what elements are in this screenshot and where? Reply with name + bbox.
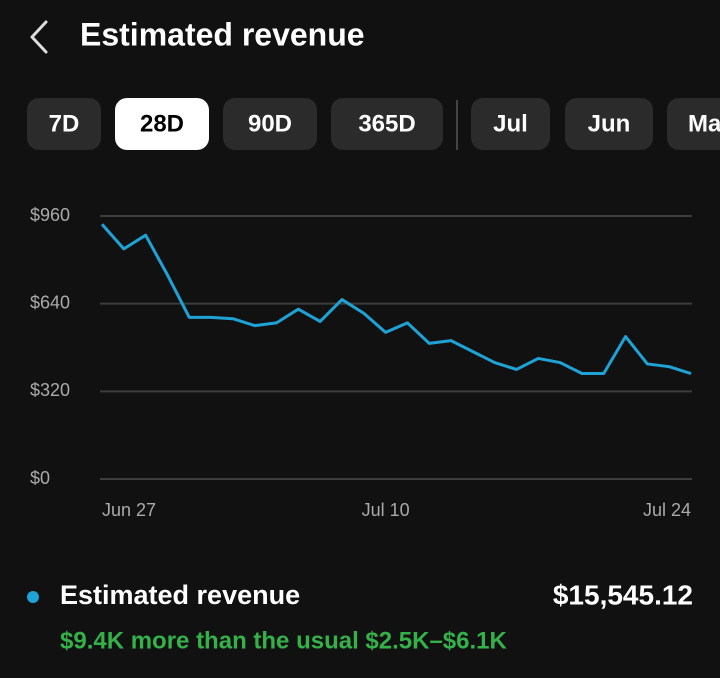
tab[interactable] — [667, 98, 720, 150]
page-title: Estimated revenue — [80, 16, 365, 52]
tab[interactable] — [471, 98, 550, 150]
y-tick-label: $320 — [30, 380, 70, 400]
tab-label[interactable]: 90D — [248, 110, 292, 137]
x-tick-label: Jul 24 — [643, 500, 691, 520]
tab-label[interactable]: 7D — [49, 110, 80, 137]
tab-label[interactable]: Jun — [588, 110, 631, 137]
x-tick-label: Jun 27 — [102, 500, 156, 520]
legend-dot — [27, 591, 39, 603]
back-button[interactable] — [30, 20, 48, 54]
line — [100, 223, 692, 376]
tab-label[interactable]: 365D — [358, 110, 415, 137]
tab-label[interactable]: 28D — [140, 110, 184, 137]
total-value: $15,545.12 — [553, 579, 693, 610]
tab-label[interactable]: Jul — [493, 110, 528, 137]
tab[interactable] — [115, 98, 209, 150]
tab[interactable] — [565, 98, 653, 150]
tab[interactable] — [331, 98, 443, 150]
y-tick-label: $0 — [30, 468, 50, 488]
y-tick-label: $640 — [30, 292, 70, 312]
x-tick-label: Jul 10 — [362, 500, 410, 520]
comparison-note: $9.4K more than the usual $2.5K–$6.1K — [60, 627, 508, 654]
tab-label[interactable]: May — [688, 110, 720, 137]
tab[interactable] — [27, 98, 101, 150]
y-tick-label: $960 — [30, 205, 70, 225]
legend-label: Estimated revenue — [60, 580, 300, 610]
tab[interactable] — [223, 98, 317, 150]
